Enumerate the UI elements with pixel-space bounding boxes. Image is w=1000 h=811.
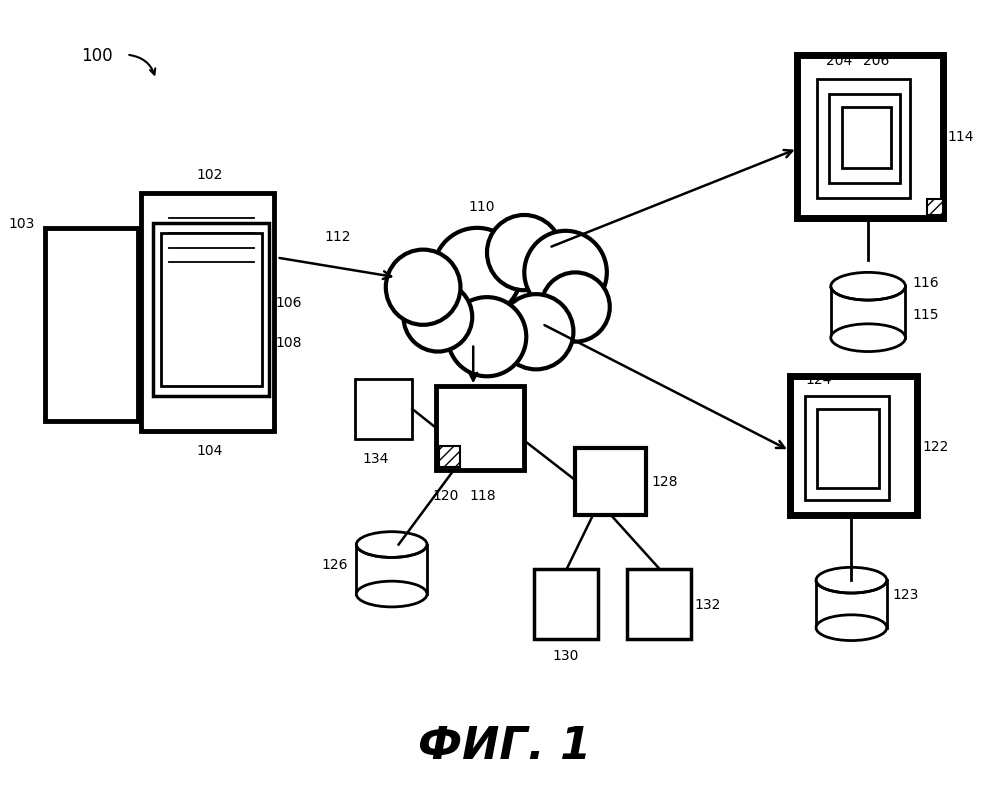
- Bar: [439, 446, 460, 468]
- Bar: [141, 194, 274, 431]
- Text: 116: 116: [912, 276, 939, 290]
- Circle shape: [448, 298, 526, 377]
- Text: ФИГ. 1: ФИГ. 1: [418, 724, 591, 767]
- Circle shape: [524, 231, 607, 315]
- Text: 123: 123: [893, 587, 919, 601]
- Text: 204: 204: [826, 54, 852, 67]
- Ellipse shape: [831, 273, 905, 301]
- Circle shape: [499, 294, 573, 370]
- Bar: [842, 108, 891, 169]
- Text: 132: 132: [694, 597, 721, 611]
- Text: 128: 128: [651, 474, 678, 488]
- Text: 206: 206: [863, 54, 889, 67]
- Bar: [356, 545, 427, 594]
- Bar: [161, 234, 262, 387]
- Bar: [153, 224, 269, 397]
- Text: 115: 115: [912, 307, 939, 321]
- Bar: [816, 581, 887, 628]
- Circle shape: [487, 216, 562, 291]
- Ellipse shape: [816, 615, 887, 641]
- Text: 112: 112: [324, 230, 351, 243]
- Bar: [927, 200, 943, 216]
- Text: 118: 118: [470, 488, 496, 503]
- Circle shape: [433, 229, 521, 318]
- Bar: [829, 95, 900, 184]
- Text: 103: 103: [9, 217, 35, 230]
- Bar: [627, 569, 691, 639]
- Circle shape: [403, 283, 472, 352]
- Text: 102: 102: [197, 168, 223, 182]
- Circle shape: [541, 273, 610, 342]
- Ellipse shape: [356, 581, 427, 607]
- Circle shape: [386, 251, 460, 325]
- Bar: [805, 397, 889, 500]
- Ellipse shape: [831, 324, 905, 352]
- Bar: [45, 229, 138, 422]
- Text: 126: 126: [321, 558, 347, 572]
- FancyArrowPatch shape: [129, 56, 155, 75]
- Bar: [817, 410, 879, 488]
- Text: 130: 130: [553, 649, 579, 663]
- Bar: [436, 387, 524, 470]
- Bar: [355, 380, 412, 439]
- Bar: [817, 80, 910, 199]
- Text: 100: 100: [81, 46, 113, 65]
- Text: 108: 108: [276, 335, 302, 350]
- Bar: [831, 287, 905, 338]
- Bar: [797, 56, 943, 219]
- Text: 120: 120: [433, 488, 459, 503]
- Text: 106: 106: [276, 296, 302, 310]
- Bar: [790, 377, 917, 515]
- Bar: [534, 569, 598, 639]
- Text: 104: 104: [197, 443, 223, 457]
- Ellipse shape: [816, 568, 887, 594]
- Text: 122: 122: [922, 439, 949, 453]
- Text: 114: 114: [948, 130, 974, 144]
- Text: 110: 110: [469, 200, 495, 214]
- Ellipse shape: [356, 532, 427, 558]
- Bar: [575, 448, 646, 515]
- Text: 124: 124: [806, 373, 832, 387]
- Text: 134: 134: [362, 451, 389, 465]
